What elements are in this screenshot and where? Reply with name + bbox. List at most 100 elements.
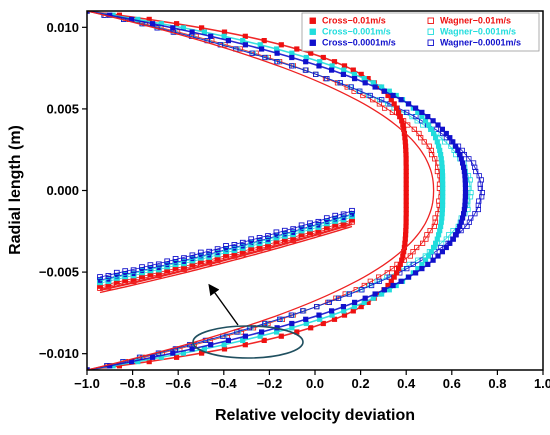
legend-marker xyxy=(309,39,316,46)
data-point xyxy=(437,227,443,234)
inset-line xyxy=(99,219,353,287)
data-point xyxy=(425,253,432,259)
data-point xyxy=(432,156,438,162)
data-point xyxy=(428,126,434,132)
y-axis-title: Radial length (m) xyxy=(7,125,24,255)
data-point xyxy=(399,257,405,263)
data-point xyxy=(450,236,456,242)
data-point xyxy=(439,126,446,132)
data-point xyxy=(427,227,433,234)
zoom-arrow xyxy=(208,283,239,326)
data-point xyxy=(404,265,410,272)
data-point xyxy=(452,232,459,238)
data-point xyxy=(447,135,453,141)
inset-line xyxy=(99,214,353,282)
data-point xyxy=(393,270,400,276)
data-point xyxy=(435,143,442,149)
inset-point xyxy=(189,252,196,259)
data-point xyxy=(430,244,437,251)
data-point xyxy=(340,71,347,77)
legend: Cross−0.01m/sCross−0.001m/sCross−0.0001m… xyxy=(301,12,540,52)
data-point xyxy=(398,97,404,103)
data-point xyxy=(370,295,376,301)
data-point xyxy=(261,337,267,344)
x-tick-label: −1.0 xyxy=(74,376,100,391)
data-point xyxy=(472,211,478,217)
data-point xyxy=(357,88,363,94)
data-point xyxy=(405,274,412,280)
data-point xyxy=(403,189,409,196)
data-point xyxy=(341,312,348,318)
series-1 xyxy=(87,11,409,370)
data-point xyxy=(320,54,326,61)
data-point xyxy=(468,215,474,221)
data-point xyxy=(242,333,248,339)
data-point xyxy=(412,270,419,276)
data-point xyxy=(403,177,409,183)
data-point xyxy=(410,249,416,255)
data-point xyxy=(351,299,358,306)
data-point xyxy=(422,257,429,263)
data-point xyxy=(331,316,338,322)
data-point xyxy=(341,67,347,73)
legend-marker xyxy=(427,17,434,24)
data-point xyxy=(439,211,445,217)
data-point xyxy=(434,236,440,242)
data-point xyxy=(462,177,468,183)
data-point xyxy=(439,249,446,255)
inset-fit-line xyxy=(99,222,353,292)
data-point xyxy=(403,194,409,200)
data-point xyxy=(447,240,453,246)
data-point xyxy=(462,194,469,200)
data-point xyxy=(240,38,246,44)
data-point xyxy=(428,249,434,255)
legend-label: Wagner−0.001m/s xyxy=(440,27,516,37)
data-point xyxy=(303,316,309,322)
legend-marker xyxy=(309,28,316,35)
data-point xyxy=(419,114,425,120)
axes: −1.0 −0.8 −0.6 −0.4 −0.2 0.0 0.2 0.4 0.6 0.8 1.0 −0… xyxy=(39,20,550,391)
data-point xyxy=(273,329,280,335)
data-point xyxy=(402,236,408,242)
data-point xyxy=(403,227,409,234)
data-point xyxy=(403,211,409,217)
data-point xyxy=(425,122,432,128)
data-point xyxy=(289,320,295,327)
data-point xyxy=(411,126,417,132)
data-point xyxy=(462,181,469,187)
data-point xyxy=(414,244,420,251)
data-point xyxy=(476,198,482,204)
data-point xyxy=(308,325,314,331)
data-point xyxy=(257,333,263,339)
series-3 xyxy=(87,11,469,370)
data-point xyxy=(425,261,431,268)
data-point xyxy=(262,54,268,61)
data-point xyxy=(302,67,309,73)
data-point xyxy=(341,63,348,69)
data-point xyxy=(189,346,195,352)
data-point xyxy=(242,342,248,348)
data-point xyxy=(346,291,353,297)
data-point xyxy=(419,240,426,246)
fit-line-path xyxy=(87,11,435,370)
data-point xyxy=(340,303,347,310)
data-point xyxy=(350,67,356,73)
y-tick-label: −0.010 xyxy=(39,346,79,361)
x-tick-label: 0.4 xyxy=(397,376,416,391)
zoom-ellipse xyxy=(192,325,304,359)
inset-point xyxy=(214,246,221,252)
data-point xyxy=(443,130,449,137)
data-point xyxy=(300,308,306,314)
data-point xyxy=(399,118,405,124)
data-point xyxy=(403,202,409,208)
data-point xyxy=(407,253,413,259)
inset-point xyxy=(307,224,313,231)
data-point xyxy=(317,316,323,322)
data-point xyxy=(421,139,427,145)
data-point xyxy=(400,122,406,128)
data-point xyxy=(403,164,409,170)
data-point xyxy=(476,173,482,179)
data-point xyxy=(381,105,388,111)
inset-point xyxy=(214,250,221,256)
data-point xyxy=(308,50,314,56)
